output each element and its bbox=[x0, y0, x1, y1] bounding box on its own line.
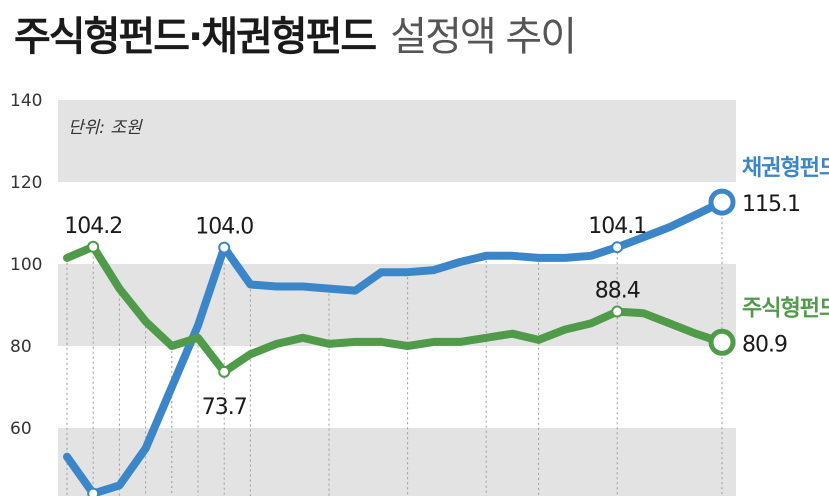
bond-point-marker bbox=[218, 241, 231, 254]
y-tick-label: 100 bbox=[10, 255, 42, 275]
stock-data-label: 88.4 bbox=[595, 279, 640, 304]
series-end-labels: 115.1 채권형펀드 80.9 주식형펀드 bbox=[708, 156, 829, 357]
stock-point-marker bbox=[611, 305, 624, 318]
stock-end-value: 80.9 bbox=[742, 332, 787, 357]
chart-subtitle: 설정액 추이 bbox=[390, 14, 577, 60]
bond-point-marker bbox=[87, 487, 100, 496]
gray-band bbox=[58, 428, 736, 496]
gray-band bbox=[58, 264, 736, 346]
unit-label: 단위: 조원 bbox=[68, 118, 143, 138]
y-tick-label: 80 bbox=[10, 337, 32, 357]
bond-data-label: 104.1 bbox=[588, 214, 646, 239]
stock-end-marker bbox=[708, 328, 736, 356]
stock-data-label: 104.2 bbox=[64, 214, 122, 239]
y-axis-ticks: 60 80 100 120 140 bbox=[10, 91, 42, 439]
stock-series-name: 주식형펀드 bbox=[742, 296, 829, 321]
bond-data-label: 104.0 bbox=[195, 215, 253, 240]
data-labels: 104.2 104.0 73.7 104.1 88.4 bbox=[64, 214, 647, 420]
stock-point-marker bbox=[87, 240, 100, 253]
background-bands bbox=[58, 100, 736, 496]
y-tick-label: 120 bbox=[10, 173, 42, 193]
y-tick-label: 140 bbox=[10, 91, 42, 111]
stock-data-label: 73.7 bbox=[202, 395, 247, 420]
point-markers bbox=[87, 240, 624, 496]
y-tick-label: 60 bbox=[10, 419, 32, 439]
bond-series-name: 채권형펀드 bbox=[742, 156, 829, 181]
bond-end-value: 115.1 bbox=[742, 192, 800, 217]
gray-band bbox=[58, 100, 736, 182]
bond-point-marker bbox=[611, 241, 624, 254]
bond-end-marker bbox=[708, 188, 736, 216]
stock-point-marker bbox=[218, 365, 231, 378]
chart-title: 주식형펀드·채권형펀드 bbox=[14, 14, 377, 60]
chart-title-block: 주식형펀드·채권형펀드 설정액 추이 bbox=[14, 4, 577, 62]
